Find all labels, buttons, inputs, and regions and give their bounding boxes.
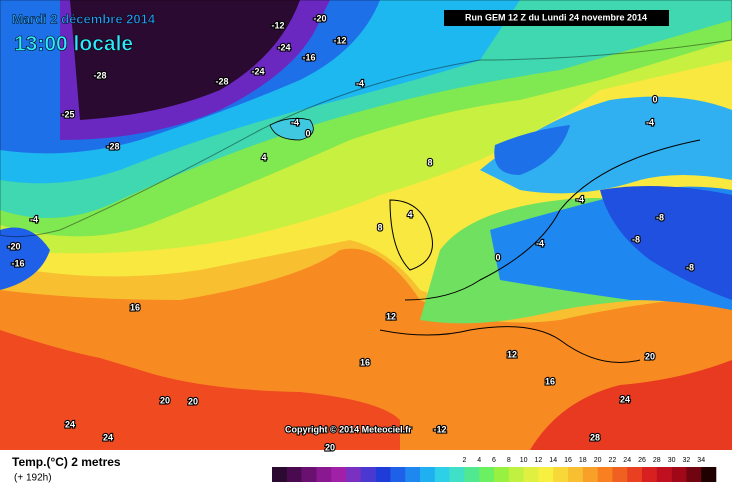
- contour-label: -20: [313, 13, 326, 23]
- contour-label: 28: [590, 432, 600, 442]
- legend-tick-label: 32: [683, 457, 691, 464]
- contour-label: -8: [686, 262, 694, 272]
- contour-label: -16: [302, 52, 315, 62]
- legend-tick-label: 14: [549, 457, 557, 464]
- legend-swatch: [656, 467, 672, 482]
- legend-swatch: [301, 467, 317, 482]
- legend-tick-label: 10: [520, 457, 528, 464]
- contour-label: -12: [433, 424, 446, 434]
- contour-label: 4: [261, 152, 266, 162]
- contour-label: 12: [507, 349, 517, 359]
- contour-label: 4: [407, 209, 412, 219]
- legend-swatch: [405, 467, 421, 482]
- contour-label: -16: [11, 258, 24, 268]
- contour-label: 0: [495, 252, 500, 262]
- legend-swatch: [390, 467, 406, 482]
- forecast-date: Mardi 2 décembre 2014: [12, 11, 156, 26]
- legend-tick-label: 12: [535, 457, 543, 464]
- contour-label: 12: [386, 311, 396, 321]
- contour-label: -4: [30, 214, 38, 224]
- contour-label: -28: [93, 70, 106, 80]
- legend-swatch: [523, 467, 539, 482]
- contour-label: -24: [277, 42, 290, 52]
- run-box: [444, 10, 669, 26]
- copyright: Copyright © 2014 Meteociel.fr: [285, 424, 412, 434]
- legend-swatch: [553, 467, 569, 482]
- forecast-time: 13:00 locale: [14, 33, 133, 56]
- legend-swatch: [671, 467, 687, 482]
- legend-swatch: [568, 467, 584, 482]
- legend-swatch: [449, 467, 465, 482]
- contour-label: -8: [632, 234, 640, 244]
- legend-swatch: [686, 467, 702, 482]
- contour-label: -12: [333, 35, 346, 45]
- legend-swatch: [612, 467, 628, 482]
- legend-swatch: [582, 467, 598, 482]
- contour-label: -4: [576, 194, 584, 204]
- legend-swatch: [464, 467, 480, 482]
- contour-label: 8: [427, 157, 432, 167]
- legend-swatch: [316, 467, 332, 482]
- contour-label: -4: [646, 117, 654, 127]
- legend-swatch: [627, 467, 643, 482]
- legend-swatch: [331, 467, 347, 482]
- map-background: [0, 0, 732, 450]
- run-info: Run GEM 12 Z du Lundi 24 novembre 2014: [465, 12, 647, 22]
- contour-label: 16: [545, 376, 555, 386]
- legend-swatch: [360, 467, 376, 482]
- legend-swatch: [420, 467, 436, 482]
- contour-label: 20: [645, 351, 655, 361]
- contour-label: 16: [130, 302, 140, 312]
- legend-tick-label: 2: [462, 457, 466, 464]
- legend-swatch: [642, 467, 658, 482]
- contour-label: -25: [61, 109, 74, 119]
- legend-swatch: [286, 467, 302, 482]
- legend-tick-label: 18: [579, 457, 587, 464]
- legend-swatch: [272, 467, 288, 482]
- contour-label: -20: [7, 241, 20, 251]
- legend-tick-label: 26: [638, 457, 646, 464]
- contour-label: 8: [377, 222, 382, 232]
- contour-label: -4: [536, 238, 544, 248]
- legend-tick-label: 8: [507, 457, 511, 464]
- legend-tick-label: 6: [492, 457, 496, 464]
- legend-title: Temp.(°C) 2 metres: [12, 455, 121, 469]
- contour-label: 20: [160, 395, 170, 405]
- contour-label: -28: [215, 76, 228, 86]
- legend-swatch: [494, 467, 510, 482]
- legend-tick-label: 16: [564, 457, 572, 464]
- contour-label: -28: [106, 141, 119, 151]
- contour-label: -8: [656, 212, 664, 222]
- legend-tick-label: 24: [623, 457, 631, 464]
- legend-swatch: [375, 467, 391, 482]
- contour-label: 24: [65, 419, 75, 429]
- contour-label: 16: [360, 357, 370, 367]
- legend-swatch: [508, 467, 524, 482]
- legend-swatch: [434, 467, 450, 482]
- legend-subtitle: (+ 192h): [14, 473, 52, 484]
- legend-swatch: [538, 467, 554, 482]
- legend-swatch: [597, 467, 613, 482]
- legend-swatch: [479, 467, 495, 482]
- legend-tick-label: 20: [594, 457, 602, 464]
- contour-label: 20: [188, 396, 198, 406]
- legend-tick-label: 34: [697, 457, 705, 464]
- contour-label: -24: [251, 66, 264, 76]
- legend-swatch: [346, 467, 362, 482]
- legend-tick-label: 30: [668, 457, 676, 464]
- contour-label: -4: [356, 78, 364, 88]
- contour-label: -4: [291, 117, 299, 127]
- legend-swatch: [701, 467, 717, 482]
- contour-label: 24: [103, 432, 113, 442]
- contour-label: 0: [652, 94, 657, 104]
- legend-tick-label: 28: [653, 457, 661, 464]
- contour-label: 24: [620, 394, 630, 404]
- legend-tick-label: 4: [477, 457, 481, 464]
- contour-label: 20: [325, 442, 335, 452]
- legend-tick-label: 22: [609, 457, 617, 464]
- contour-label: 0: [305, 128, 310, 138]
- contour-label: -12: [271, 20, 284, 30]
